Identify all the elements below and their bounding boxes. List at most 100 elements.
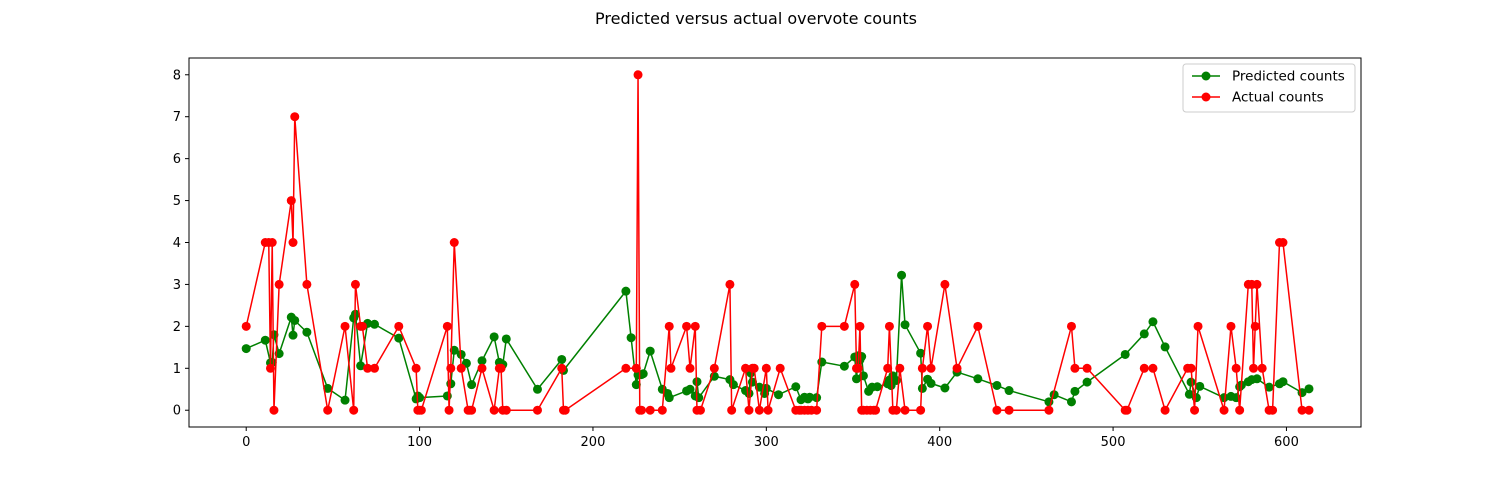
data-point bbox=[1066, 397, 1076, 407]
data-point bbox=[645, 346, 655, 356]
data-point bbox=[501, 334, 511, 344]
data-point bbox=[1231, 363, 1241, 373]
data-point bbox=[775, 363, 785, 373]
data-point bbox=[370, 363, 380, 373]
data-point bbox=[477, 363, 487, 373]
data-point bbox=[1195, 381, 1205, 391]
data-point bbox=[1186, 377, 1196, 387]
data-point bbox=[288, 330, 298, 340]
data-point bbox=[664, 321, 674, 331]
x-tick-label: 0 bbox=[242, 435, 250, 450]
data-point bbox=[657, 405, 667, 415]
y-tick-label: 8 bbox=[173, 68, 181, 83]
data-point bbox=[1219, 393, 1229, 403]
data-point bbox=[725, 279, 735, 289]
data-point bbox=[884, 321, 894, 331]
data-point bbox=[805, 392, 815, 402]
data-point bbox=[817, 321, 827, 331]
data-point bbox=[694, 393, 704, 403]
data-point bbox=[340, 321, 350, 331]
x-tick-label: 100 bbox=[407, 435, 432, 450]
data-point bbox=[747, 377, 757, 387]
data-point bbox=[1249, 363, 1259, 373]
data-point bbox=[897, 270, 907, 280]
data-point bbox=[302, 327, 312, 337]
data-point bbox=[1082, 363, 1092, 373]
data-point bbox=[1070, 386, 1080, 396]
legend-marker-actual bbox=[1201, 92, 1211, 102]
data-point bbox=[872, 382, 882, 392]
data-point bbox=[290, 112, 300, 122]
data-point bbox=[851, 374, 861, 384]
data-point bbox=[477, 356, 487, 366]
data-point bbox=[940, 383, 950, 393]
data-point bbox=[992, 380, 1002, 390]
data-point bbox=[467, 380, 477, 390]
data-point bbox=[442, 321, 452, 331]
x-tick-label: 500 bbox=[1101, 435, 1126, 450]
data-point bbox=[891, 405, 901, 415]
data-point bbox=[916, 405, 926, 415]
data-point bbox=[973, 321, 983, 331]
data-point bbox=[557, 363, 567, 373]
data-point bbox=[302, 279, 312, 289]
data-point bbox=[1278, 238, 1288, 247]
data-point bbox=[952, 363, 962, 373]
data-point bbox=[1268, 405, 1278, 415]
data-point bbox=[638, 369, 648, 379]
data-point bbox=[1226, 321, 1236, 331]
y-tick-label: 7 bbox=[173, 110, 181, 125]
x-tick-label: 300 bbox=[754, 435, 779, 450]
data-point bbox=[1004, 386, 1014, 396]
data-point bbox=[1257, 363, 1267, 373]
data-point bbox=[323, 405, 333, 415]
data-point bbox=[1252, 374, 1262, 384]
data-point bbox=[288, 238, 298, 247]
data-point bbox=[812, 405, 822, 415]
data-point bbox=[666, 363, 676, 373]
data-point bbox=[269, 405, 279, 415]
series-line-0 bbox=[245, 274, 1310, 403]
data-point bbox=[532, 384, 542, 394]
data-point bbox=[1044, 405, 1054, 415]
data-point bbox=[446, 363, 456, 373]
data-point bbox=[727, 405, 737, 415]
data-point bbox=[1235, 405, 1245, 415]
data-point bbox=[621, 286, 631, 296]
data-point bbox=[1139, 363, 1149, 373]
data-point bbox=[749, 363, 759, 373]
data-point bbox=[1082, 377, 1092, 387]
data-point bbox=[1120, 349, 1130, 359]
x-tick-label: 600 bbox=[1274, 435, 1299, 450]
data-point bbox=[690, 321, 700, 331]
data-point bbox=[926, 363, 936, 373]
data-point bbox=[467, 405, 477, 415]
data-point bbox=[1148, 363, 1158, 373]
data-point bbox=[340, 395, 350, 405]
y-tick-label: 4 bbox=[173, 236, 181, 251]
data-point bbox=[1004, 405, 1014, 415]
x-tick-label: 200 bbox=[581, 435, 606, 450]
x-tick-label: 400 bbox=[927, 435, 952, 450]
data-point bbox=[855, 321, 865, 331]
data-point bbox=[411, 363, 421, 373]
y-tick-label: 3 bbox=[173, 278, 181, 293]
data-point bbox=[631, 363, 641, 373]
data-point bbox=[633, 70, 643, 80]
data-point bbox=[973, 374, 983, 384]
y-tick-label: 5 bbox=[173, 194, 181, 209]
legend-marker-predicted bbox=[1201, 71, 1211, 81]
data-point bbox=[489, 332, 499, 342]
data-point bbox=[763, 405, 773, 415]
data-point bbox=[363, 363, 373, 373]
data-point bbox=[754, 405, 764, 415]
data-point bbox=[1066, 321, 1076, 331]
data-point bbox=[456, 349, 466, 359]
series-1 bbox=[241, 70, 1314, 415]
data-point bbox=[1122, 405, 1132, 415]
data-point bbox=[1278, 377, 1288, 387]
data-point bbox=[895, 363, 905, 373]
data-point bbox=[839, 321, 849, 331]
y-tick-label: 6 bbox=[173, 152, 181, 167]
